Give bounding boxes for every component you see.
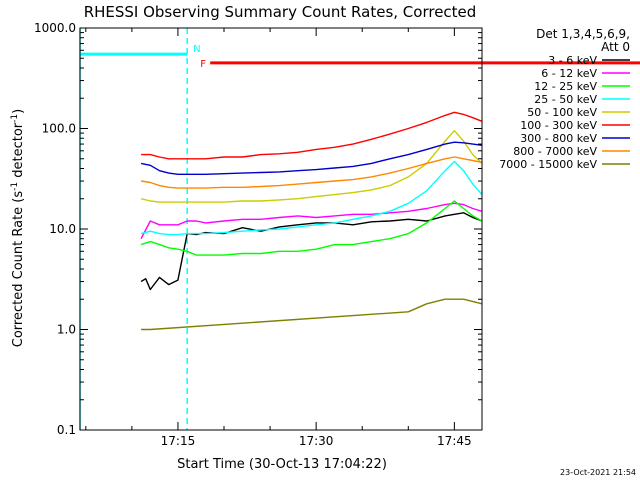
series-line-4 <box>140 129 483 203</box>
legend-label-3: 25 - 50 keV <box>534 93 597 106</box>
y-tick-label: 1.0 <box>57 323 76 337</box>
x-tick-label: 17:15 <box>161 434 196 448</box>
x-tick-label: 17:30 <box>299 434 334 448</box>
legend-label-5: 100 - 300 keV <box>520 119 597 132</box>
legend-label-6: 300 - 800 keV <box>520 132 597 145</box>
series-line-3 <box>140 160 483 236</box>
legend-label-4: 50 - 100 keV <box>527 106 597 119</box>
series-line-0 <box>140 212 483 291</box>
legend-header-detectors: Det 1,3,4,5,6,9, <box>536 27 630 41</box>
y-tick-label: 10.0 <box>49 222 76 236</box>
legend-label-1: 6 - 12 keV <box>541 67 597 80</box>
legend-label-8: 7000 - 15000 keV <box>499 158 597 171</box>
x-tick-label: 17:45 <box>437 434 472 448</box>
series-line-8 <box>141 298 483 331</box>
x-axis-label: Start Time (30-Oct-13 17:04:22) <box>177 457 387 472</box>
legend-label-7: 800 - 7000 keV <box>513 145 597 158</box>
y-tick-label: 100.0 <box>42 122 76 136</box>
footer-timestamp: 23-Oct-2021 21:54 <box>560 468 636 477</box>
chart-title: RHESSI Observing Summary Count Rates, Co… <box>84 3 477 21</box>
attenuator-label-N: N <box>193 44 200 55</box>
legend-header-attenuator: Att 0 <box>601 40 630 54</box>
series-line-1 <box>140 202 483 240</box>
flag-label-F: F <box>200 59 206 70</box>
series-line-6 <box>140 141 483 176</box>
legend-label-2: 12 - 25 keV <box>534 80 597 93</box>
series-line-5 <box>141 111 483 160</box>
series-line-2 <box>140 200 483 256</box>
y-tick-label: 1000.0 <box>34 21 76 35</box>
legend-label-0: 3 - 6 keV <box>548 54 597 67</box>
y-tick-label: 0.1 <box>57 423 76 437</box>
y-axis-label: Corrected Count Rate (s-1 detector-1) <box>10 109 26 347</box>
series-line-7 <box>140 156 483 189</box>
